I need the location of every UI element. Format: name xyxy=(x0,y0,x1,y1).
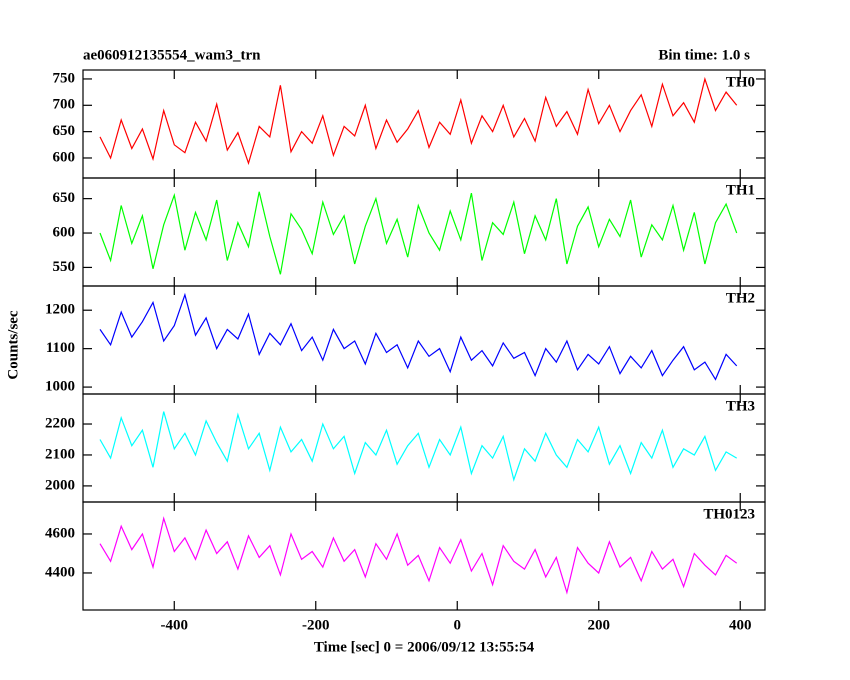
x-tick-label: -400 xyxy=(161,617,189,633)
series-line xyxy=(99,292,738,381)
y-tick-label: 600 xyxy=(53,224,76,240)
y-tick-label: 2200 xyxy=(45,415,75,431)
y-tick-label: 4400 xyxy=(45,564,75,580)
y-tick-label: 750 xyxy=(53,70,76,86)
y-axis-label: Counts/sec xyxy=(5,310,21,380)
panel-frame xyxy=(82,501,766,611)
series-label: TH1 xyxy=(726,182,755,198)
y-tick-label: 650 xyxy=(53,123,76,139)
series-label: TH2 xyxy=(726,290,755,306)
y-tick-label: 1100 xyxy=(46,340,75,356)
series-line xyxy=(99,411,738,482)
x-tick-label: -200 xyxy=(302,617,330,633)
y-tick-label: 550 xyxy=(53,259,76,275)
series-label: TH0123 xyxy=(703,506,755,522)
x-tick-label: 0 xyxy=(454,617,462,633)
x-tick-label: 400 xyxy=(729,617,752,633)
panel-frame xyxy=(82,285,766,395)
y-tick-label: 4600 xyxy=(45,525,75,541)
series-line xyxy=(99,76,738,166)
panel-frame xyxy=(82,177,766,287)
y-tick-label: 700 xyxy=(53,97,76,113)
x-tick-label: 200 xyxy=(587,617,610,633)
bin-time: Bin time: 1.0 s xyxy=(658,47,750,63)
y-tick-label: 600 xyxy=(53,149,76,165)
series-line xyxy=(99,516,738,595)
panel-frame xyxy=(82,393,766,503)
y-tick-label: 1200 xyxy=(45,302,75,318)
chart-title: ae060912135554_wam3_trn xyxy=(83,47,261,63)
series-label: TH0 xyxy=(726,74,755,90)
y-tick-label: 2100 xyxy=(45,446,75,462)
x-axis-label: Time [sec] 0 = 2006/09/12 13:55:54 xyxy=(314,639,535,655)
series-line xyxy=(99,191,738,275)
series-label: TH3 xyxy=(726,398,755,414)
y-tick-label: 650 xyxy=(53,190,76,206)
y-tick-label: 2000 xyxy=(45,477,75,493)
y-tick-label: 1000 xyxy=(45,379,75,395)
